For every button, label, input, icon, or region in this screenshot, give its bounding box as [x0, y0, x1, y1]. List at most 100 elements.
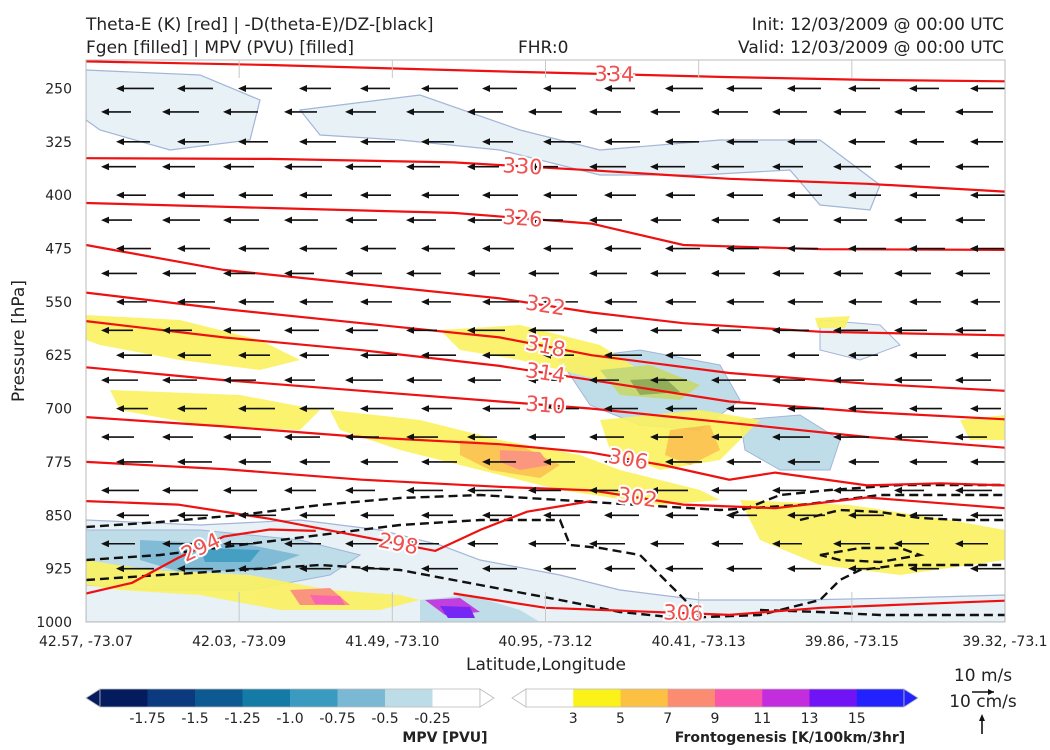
wind-arrowhead: [848, 405, 856, 413]
wind-arrowhead: [726, 298, 734, 306]
wind-arrowhead: [589, 540, 597, 548]
wind-arrowhead: [406, 269, 414, 277]
wind-arrowhead: [894, 326, 902, 334]
colorbar-tick-label: -1.0: [276, 711, 303, 727]
wind-arrowhead: [589, 216, 597, 224]
wind-arrowhead: [909, 245, 917, 253]
wind-arrowhead: [299, 565, 307, 573]
colorbar-tick-label: -1.25: [224, 711, 260, 727]
y-tick-label: 700: [45, 402, 72, 418]
fgen-region: [425, 598, 480, 615]
wind-arrowhead: [894, 376, 902, 384]
wind-arrowhead: [589, 376, 597, 384]
wind-arrowhead: [711, 540, 719, 548]
wind-arrowhead: [421, 298, 429, 306]
wind-arrowhead: [238, 298, 246, 306]
wind-arrowhead: [482, 245, 490, 253]
wind-arrowhead: [406, 163, 414, 171]
fgen-region: [290, 588, 350, 605]
chart-title-line2: Fgen [filled] | MPV (PVU) [filled]: [86, 38, 355, 58]
wind-arrowhead: [177, 298, 185, 306]
wind-arrowhead: [360, 191, 368, 199]
wind-arrowhead: [787, 245, 795, 253]
wind-arrowhead: [772, 108, 780, 116]
wind-arrowhead: [162, 540, 170, 548]
colorbar-swatch: [242, 689, 291, 707]
wind-arrowhead: [360, 351, 368, 359]
wind-arrowhead: [528, 163, 536, 171]
wind-arrowhead: [543, 245, 551, 253]
wind-arrowhead: [238, 245, 246, 253]
y-tick-label: 1000: [36, 615, 72, 631]
wind-arrowhead: [406, 216, 414, 224]
wind-arrowhead: [223, 540, 231, 548]
wind-arrowhead: [650, 433, 658, 441]
wind-arrowhead: [238, 351, 246, 359]
wind-arrowhead: [528, 486, 536, 494]
wind-arrowhead: [360, 511, 368, 519]
wind-arrowhead: [406, 433, 414, 441]
x-tick-label: 40.41, -73.13: [652, 634, 746, 650]
wind-arrowhead: [345, 433, 353, 441]
wind-arrowhead: [970, 565, 978, 573]
wind-arrowhead: [894, 108, 902, 116]
theta-e-contour-label: 298: [376, 528, 420, 559]
wind-arrowhead: [284, 540, 292, 548]
wind-arrowhead: [665, 511, 673, 519]
wind-arrowhead: [711, 163, 719, 171]
wind-arrowhead: [589, 108, 597, 116]
wind-arrowhead: [177, 458, 185, 466]
wind-arrowhead: [101, 326, 109, 334]
wind-arrowhead: [482, 351, 490, 359]
wind-arrowhead: [909, 138, 917, 146]
colorbar-swatch: [762, 689, 810, 707]
wind-arrowhead: [772, 326, 780, 334]
mpv-colorbar-label: MPV [PVU]: [402, 730, 487, 746]
wind-arrowhead: [848, 458, 856, 466]
wind-arrowhead: [726, 458, 734, 466]
wind-arrowhead: [101, 163, 109, 171]
wind-arrowhead: [238, 565, 246, 573]
wind-arrowhead: [421, 511, 429, 519]
fgen-region: [440, 325, 640, 380]
wind-arrowhead: [467, 269, 475, 277]
wind-arrowhead: [650, 216, 658, 224]
mpv-region: [86, 69, 261, 151]
wind-arrowhead: [650, 486, 658, 494]
wind-arrowhead: [970, 245, 978, 253]
colorbar-swatch: [100, 689, 148, 707]
wind-arrowhead: [284, 326, 292, 334]
y-tick-label: 925: [45, 562, 72, 578]
wind-arrowhead: [726, 351, 734, 359]
wind-arrowhead: [482, 84, 490, 92]
fgen-region: [630, 378, 680, 395]
wind-arrowhead: [101, 433, 109, 441]
wind-arrowhead: [848, 191, 856, 199]
wind-reference-horizontal: 10 m/s: [954, 666, 1012, 686]
wind-arrowhead: [360, 565, 368, 573]
wind-arrowhead: [848, 565, 856, 573]
wind-arrowhead: [223, 163, 231, 171]
wind-arrowhead: [909, 351, 917, 359]
wind-arrowhead: [787, 511, 795, 519]
y-axis-ticks: 250 325 400 475 550 625 700 775 850 925 1000: [36, 81, 72, 631]
wind-arrowhead: [726, 565, 734, 573]
y-tick-label: 850: [45, 508, 72, 524]
wind-arrowhead: [299, 138, 307, 146]
mpv-colorbar: -1.75 -1.5 -1.25 -1.0 -0.75 -0.5 -0.25: [85, 688, 495, 727]
wind-arrowhead: [162, 269, 170, 277]
wind-arrowhead: [543, 458, 551, 466]
wind-arrowhead: [162, 108, 170, 116]
wind-arrowhead: [345, 376, 353, 384]
fgen-region: [110, 390, 320, 430]
wind-arrowhead: [406, 376, 414, 384]
plot-background: [86, 60, 1005, 622]
wind-arrowhead: [162, 163, 170, 171]
wind-arrowhead: [787, 458, 795, 466]
forecast-hour: FHR:0: [518, 38, 569, 58]
wind-arrowhead: [970, 191, 978, 199]
wind-arrowhead: [162, 486, 170, 494]
x-tick-label: 42.57, -73.07: [39, 634, 133, 650]
fgen-region: [86, 560, 420, 610]
